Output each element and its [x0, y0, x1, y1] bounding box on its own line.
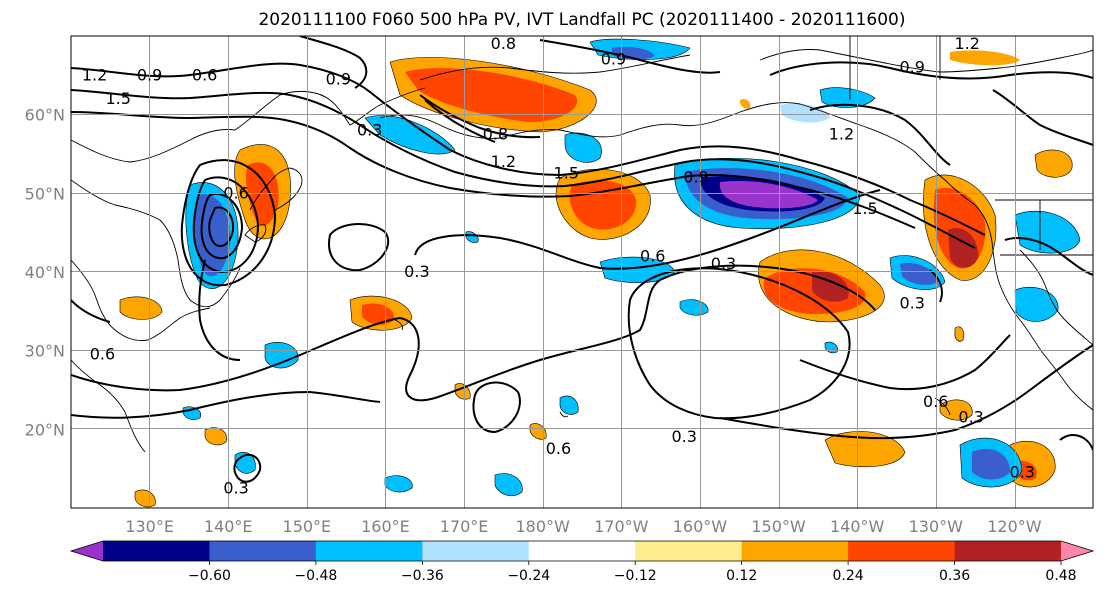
- lat-tick-label: 30°N: [25, 342, 65, 361]
- colorbar-tick-label: −0.36: [401, 568, 444, 584]
- colorbar-extend-high: [1061, 541, 1093, 561]
- contour-label: 1.5: [105, 89, 130, 108]
- lat-tick-label: 20°N: [25, 420, 65, 439]
- contour-label: 1.2: [954, 34, 979, 53]
- contour-label: 0.9: [601, 50, 626, 69]
- colorbar-tick-label: 0.12: [726, 568, 757, 584]
- colorbar-tick-label: −0.48: [294, 568, 337, 584]
- contour-label: 0.8: [483, 124, 508, 143]
- pv-contours: [71, 36, 1093, 483]
- lon-tick-label: 160°E: [361, 517, 410, 536]
- lat-tick-label: 50°N: [25, 184, 65, 203]
- lon-tick-label: 140°W: [830, 517, 885, 536]
- colorbar-segment: [209, 541, 317, 561]
- contour-label: 0.3: [357, 120, 382, 139]
- lat-tick-label: 40°N: [25, 263, 65, 282]
- colorbar-extend-low: [71, 541, 103, 561]
- lon-tick-label: 150°E: [283, 517, 332, 536]
- colorbar-segment: [103, 541, 210, 561]
- contour-label: 0.6: [192, 65, 217, 84]
- contour-label: 0.3: [711, 254, 736, 273]
- lon-tick-label: 120°W: [987, 517, 1042, 536]
- lon-tick-label: 180°W: [516, 517, 571, 536]
- lon-tick-label: 160°W: [673, 517, 728, 536]
- contour-label: 0.9: [326, 69, 351, 88]
- lat-tick-label: 60°N: [25, 106, 65, 125]
- lon-tick-label: 170°E: [440, 517, 489, 536]
- lon-tick-label: 140°E: [204, 517, 253, 536]
- pv-ivt-shading: [119, 38, 1081, 508]
- contour-label: 0.9: [137, 65, 162, 84]
- colorbar-tick-label: 0.36: [939, 568, 970, 584]
- map-frame: [70, 35, 1094, 509]
- colorbar-segment: [954, 541, 1062, 561]
- shade-region-positive: [119, 50, 1073, 508]
- latitude-labels: 60°N 50°N 40°N 30°N 20°N: [25, 106, 65, 440]
- colorbar-segment: [528, 541, 636, 561]
- contour-label: 0.3: [223, 478, 248, 497]
- contour-label: 0.6: [546, 439, 571, 458]
- contour-label: 0.9: [899, 57, 924, 76]
- colorbar-segment: [635, 541, 743, 561]
- colorbar: −0.60 −0.48 −0.36 −0.24 −0.12 0.12 0.24 0.36 0.4…: [69, 540, 1095, 584]
- contour-label: 0.8: [491, 34, 516, 53]
- contour-label: 1.2: [829, 124, 854, 143]
- map-panel: 1.2 0.9 0.6 1.5 0.9 0.8 0.9 0.9 1.2 0.3 0.8 1.2 1.5 1…: [70, 34, 1094, 509]
- contour-label: 0.9: [683, 168, 708, 187]
- colorbar-tick-label: 0.48: [1045, 568, 1076, 584]
- contour-label: 0.3: [404, 262, 429, 281]
- colorbar-segment: [315, 541, 423, 561]
- figure-title: 2020111100 F060 500 hPa PV, IVT Landfall…: [258, 10, 905, 30]
- lon-tick-label: 130°E: [125, 517, 174, 536]
- colorbar-tick-label: −0.60: [188, 568, 231, 584]
- colorbar-segment: [848, 541, 956, 561]
- contour-label: 1.5: [852, 199, 877, 218]
- contour-labels: 1.2 0.9 0.6 1.5 0.9 0.8 0.9 0.9 1.2 0.3 0.8 1.2 1.5 1…: [82, 34, 1035, 497]
- contour-label: 0.6: [223, 183, 248, 202]
- lon-tick-label: 150°W: [751, 517, 806, 536]
- colorbar-tick-label: −0.24: [507, 568, 550, 584]
- contour-label: 0.3: [1010, 463, 1035, 482]
- colorbar-segment: [741, 541, 849, 561]
- colorbar-tick-label: −0.12: [614, 568, 657, 584]
- contour-label: 0.3: [958, 408, 983, 427]
- graticule: [71, 36, 1093, 508]
- contour-label: 0.3: [899, 293, 924, 312]
- contour-label: 0.3: [671, 427, 696, 446]
- contour-label: 1.2: [82, 65, 107, 84]
- colorbar-tick-label: 0.24: [833, 568, 864, 584]
- lon-tick-label: 170°W: [594, 517, 649, 536]
- colorbar-outline: [69, 540, 1095, 562]
- contour-label: 0.6: [90, 345, 115, 364]
- contour-label: 1.5: [554, 164, 579, 183]
- lon-tick-label: 130°W: [909, 517, 964, 536]
- longitude-labels: 130°E 140°E 150°E 160°E 170°E 180°W 170°W 160°W…: [125, 517, 1041, 536]
- contour-label: 0.6: [923, 392, 948, 411]
- contour-label: 1.2: [491, 152, 516, 171]
- colorbar-segment: [422, 541, 530, 561]
- contour-label: 0.6: [640, 246, 665, 265]
